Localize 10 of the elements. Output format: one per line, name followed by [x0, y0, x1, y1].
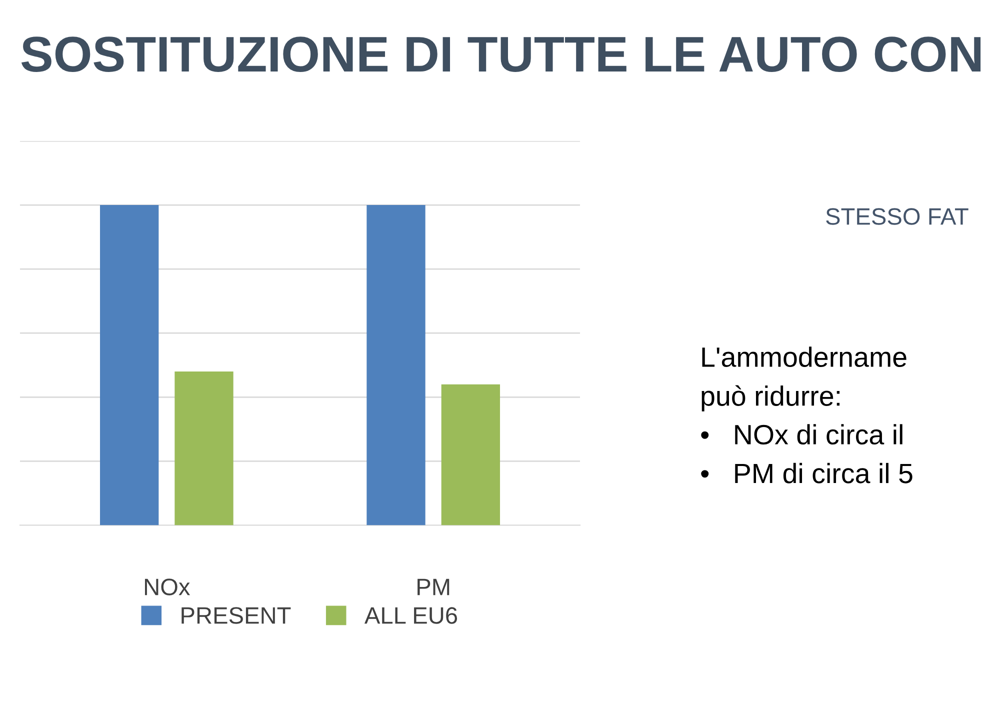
legend-label: ALL EU6 [364, 607, 458, 624]
legend-label: PRESENT [182, 607, 291, 624]
text: • PM di circa il 5 [701, 462, 912, 484]
text: STESSO FAT [826, 208, 968, 225]
x-tick-label: NOx [144, 578, 190, 596]
text: può ridurre: [702, 385, 840, 412]
chart-title: SOSTITUZIONE DI TUTTE LE AUTO CON [21, 36, 981, 72]
text: • NOx di circa il [701, 424, 902, 445]
text: L'ammodername [702, 346, 906, 368]
x-tick-label: PM [418, 578, 450, 596]
